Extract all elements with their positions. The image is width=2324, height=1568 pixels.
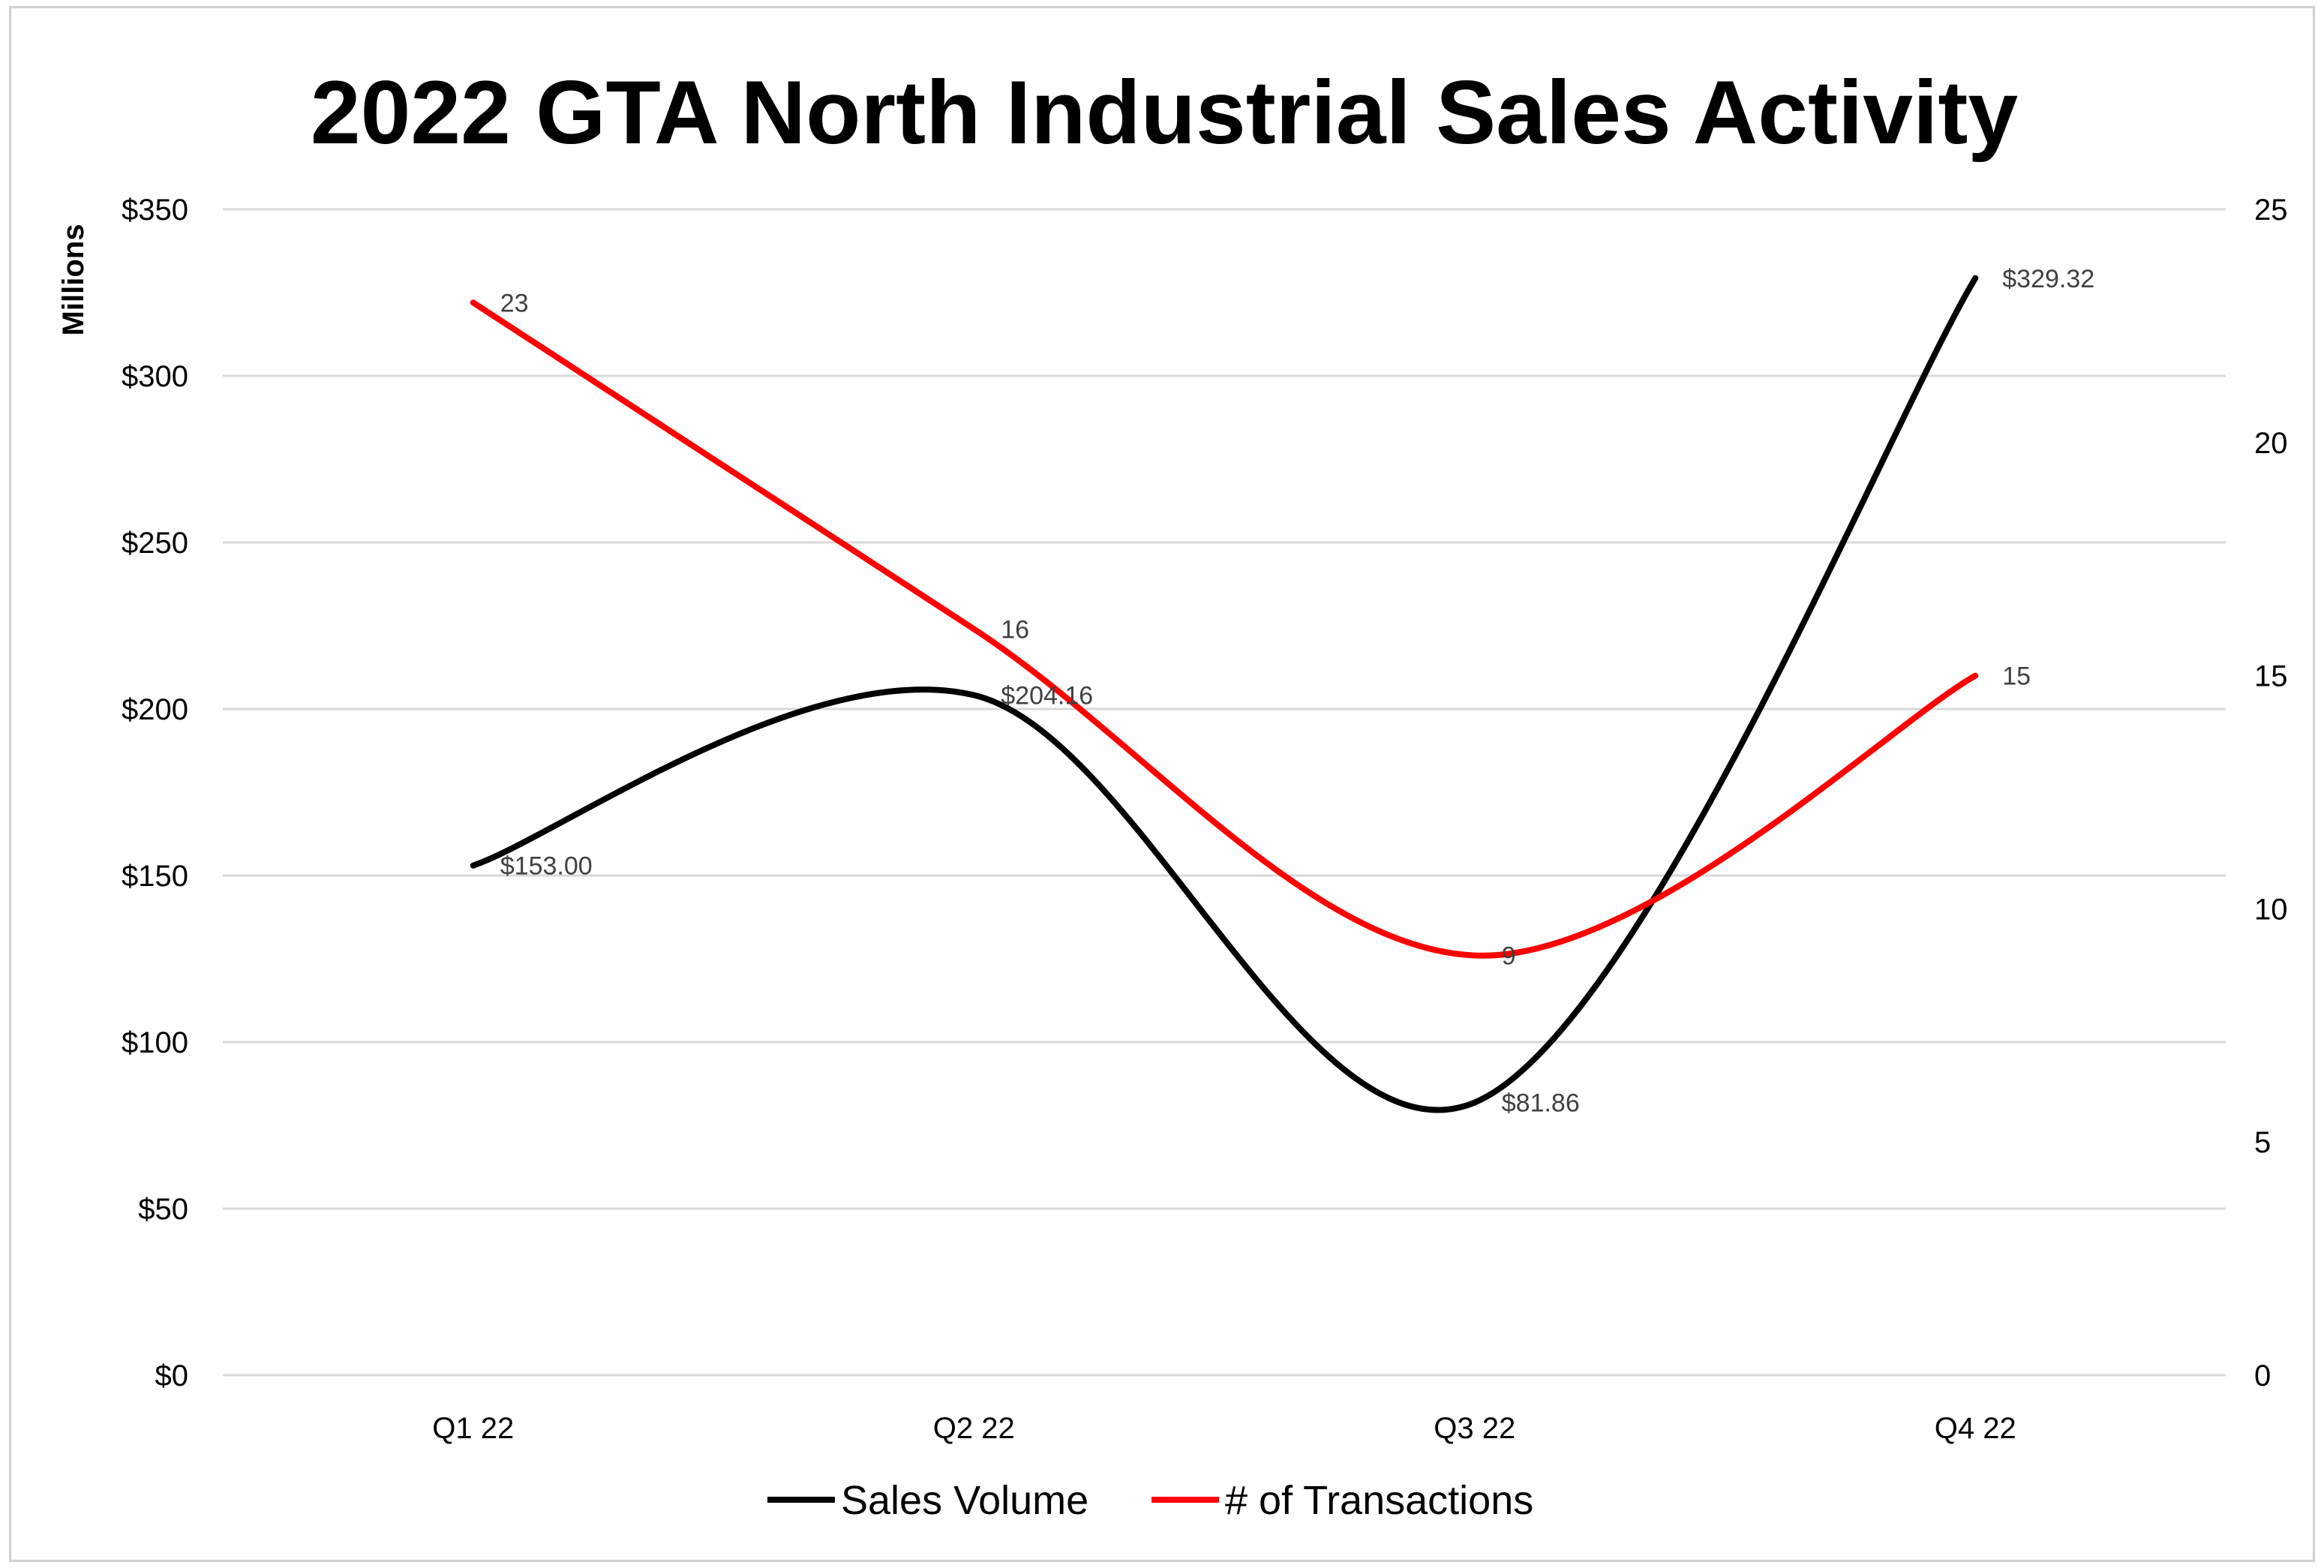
chart-title: 2022 GTA North Industrial Sales Activity (311, 62, 2018, 163)
series-line-transactions (470, 299, 1979, 959)
left-tick-label: $250 (122, 527, 188, 560)
left-tick-label: $50 (138, 1193, 188, 1226)
right-tick-label: 15 (2254, 660, 2288, 693)
left-tick-label: $200 (122, 693, 188, 726)
left-tick-label: $300 (122, 360, 188, 393)
left-axis-title: Millions (57, 224, 90, 336)
right-tick-label: 5 (2254, 1126, 2271, 1159)
legend-label-sales-volume: Sales Volume (841, 1478, 1088, 1523)
data-label-sales-volume: $329.32 (2002, 265, 2094, 293)
right-axis-ticks: 0 5 10 15 20 25 (2254, 194, 2288, 1392)
data-label-sales-volume: $81.86 (1502, 1089, 1580, 1118)
right-tick-label: 10 (2254, 893, 2288, 926)
left-tick-label: $150 (122, 860, 188, 893)
data-label-transactions: 23 (500, 289, 529, 317)
left-tick-label: $0 (155, 1359, 189, 1392)
chart: 2022 GTA North Industrial Sales Activity… (57, 62, 2288, 1523)
x-tick-label: Q2 22 (933, 1412, 1015, 1445)
right-tick-label: 0 (2254, 1359, 2271, 1392)
data-label-sales-volume: $204.16 (1001, 682, 1093, 710)
data-label-transactions: 9 (1502, 942, 1516, 971)
legend-label-transactions: # of Transactions (1225, 1478, 1533, 1523)
chart-frame: 2022 GTA North Industrial Sales Activity… (9, 6, 2315, 1562)
x-axis-ticks: Q1 22 Q2 22 Q3 22 Q4 22 (432, 1412, 2016, 1445)
series-line-sales-volume (470, 275, 1979, 1113)
right-tick-label: 20 (2254, 427, 2288, 460)
series-lines (470, 275, 1979, 1113)
x-tick-label: Q3 22 (1434, 1412, 1515, 1445)
x-tick-label: Q1 22 (432, 1412, 514, 1445)
gridlines (223, 208, 2226, 1377)
left-tick-label: $100 (122, 1026, 188, 1059)
left-tick-label: $350 (122, 194, 188, 227)
data-label-transactions: 16 (1001, 615, 1029, 644)
data-labels: $153.00 $204.16 $81.86 $329.32 23 16 9 15 (500, 265, 2094, 1118)
right-tick-label: 25 (2254, 194, 2288, 227)
legend: Sales Volume # of Transactions (767, 1478, 1533, 1523)
data-label-sales-volume: $153.00 (500, 852, 593, 881)
left-axis-ticks: $0 $50 $100 $150 $200 $250 $300 $350 (122, 194, 188, 1392)
x-tick-label: Q4 22 (1935, 1412, 2016, 1445)
data-label-transactions: 15 (2002, 662, 2031, 691)
